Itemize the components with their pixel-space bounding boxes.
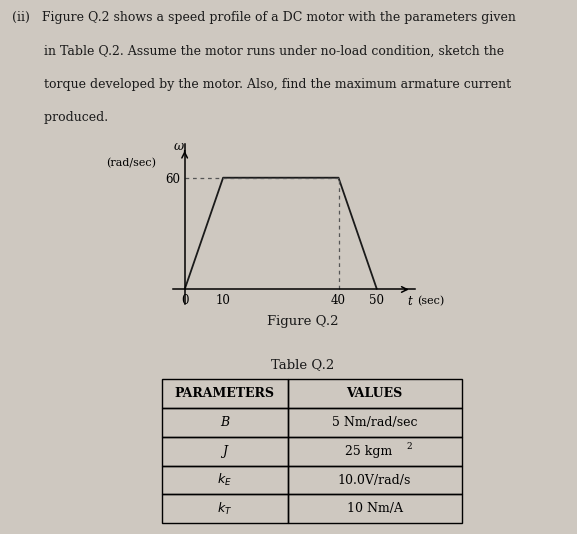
Bar [287, 494, 462, 523]
Text: t: t [407, 295, 412, 308]
Text: 10 Nm/A: 10 Nm/A [347, 502, 403, 515]
Text: 10.0V/rad/s: 10.0V/rad/s [338, 474, 411, 486]
Bar [287, 466, 462, 494]
Bar [162, 437, 287, 466]
Text: 5 Nm/rad/sec: 5 Nm/rad/sec [332, 416, 417, 429]
Text: torque developed by the motor. Also, find the maximum armature current: torque developed by the motor. Also, fin… [12, 78, 511, 91]
Bar [162, 494, 287, 523]
Text: produced.: produced. [12, 111, 108, 124]
Text: in Table Q.2. Assume the motor runs under no-load condition, sketch the: in Table Q.2. Assume the motor runs unde… [12, 44, 504, 58]
Text: Table Q.2: Table Q.2 [271, 358, 335, 371]
Text: 25 kgm: 25 kgm [345, 445, 392, 458]
Bar [287, 437, 462, 466]
Text: $k_T$: $k_T$ [217, 501, 232, 517]
Text: (ii)   Figure Q.2 shows a speed profile of a DC motor with the parameters given: (ii) Figure Q.2 shows a speed profile of… [12, 11, 515, 24]
Text: J: J [222, 445, 227, 458]
Bar [287, 379, 462, 408]
Text: (sec): (sec) [417, 296, 444, 307]
Bar [287, 408, 462, 437]
Bar [162, 408, 287, 437]
Text: ω: ω [174, 139, 184, 153]
Text: B: B [220, 416, 229, 429]
Text: Figure Q.2: Figure Q.2 [267, 315, 339, 328]
Bar [162, 379, 287, 408]
Text: 2: 2 [406, 442, 412, 451]
Text: (rad/sec): (rad/sec) [106, 158, 156, 168]
Text: PARAMETERS: PARAMETERS [175, 387, 275, 400]
Text: VALUES: VALUES [346, 387, 403, 400]
Bar [162, 466, 287, 494]
Text: $k_E$: $k_E$ [217, 472, 232, 488]
